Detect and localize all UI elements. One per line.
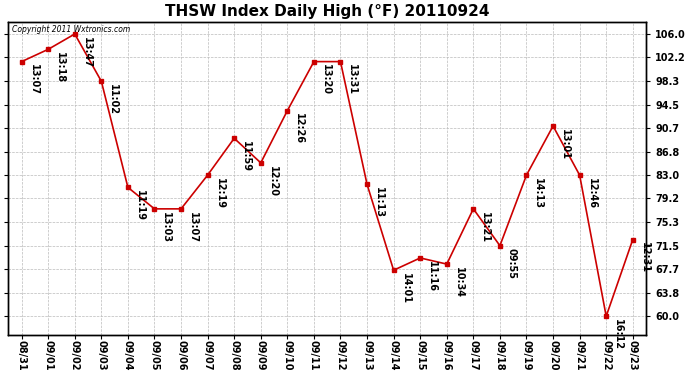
Text: 11:13: 11:13	[374, 187, 384, 218]
Text: 12:31: 12:31	[640, 242, 650, 273]
Text: 11:59: 11:59	[241, 141, 251, 172]
Title: THSW Index Daily High (°F) 20110924: THSW Index Daily High (°F) 20110924	[165, 4, 489, 19]
Text: 13:03: 13:03	[161, 211, 171, 243]
Text: 09:55: 09:55	[507, 249, 517, 279]
Text: 14:13: 14:13	[533, 178, 544, 209]
Text: 13:01: 13:01	[560, 129, 570, 160]
Text: 13:07: 13:07	[188, 211, 198, 243]
Text: 11:02: 11:02	[108, 84, 118, 115]
Text: 12:20: 12:20	[268, 166, 277, 196]
Text: 13:31: 13:31	[348, 64, 357, 95]
Text: 12:46: 12:46	[586, 178, 597, 209]
Text: 11:16: 11:16	[427, 261, 437, 292]
Text: 14:01: 14:01	[401, 273, 411, 304]
Text: 13:18: 13:18	[55, 52, 65, 83]
Text: 11:19: 11:19	[135, 190, 145, 221]
Text: 12:26: 12:26	[294, 114, 304, 144]
Text: 16:12: 16:12	[613, 319, 623, 350]
Text: 13:20: 13:20	[321, 64, 331, 95]
Text: 12:19: 12:19	[215, 178, 224, 209]
Text: 13:21: 13:21	[480, 211, 491, 243]
Text: 13:07: 13:07	[28, 64, 39, 95]
Text: 13:47: 13:47	[81, 37, 92, 68]
Text: Copyright 2011 Wxtronics.com: Copyright 2011 Wxtronics.com	[12, 25, 130, 34]
Text: 10:34: 10:34	[454, 267, 464, 298]
